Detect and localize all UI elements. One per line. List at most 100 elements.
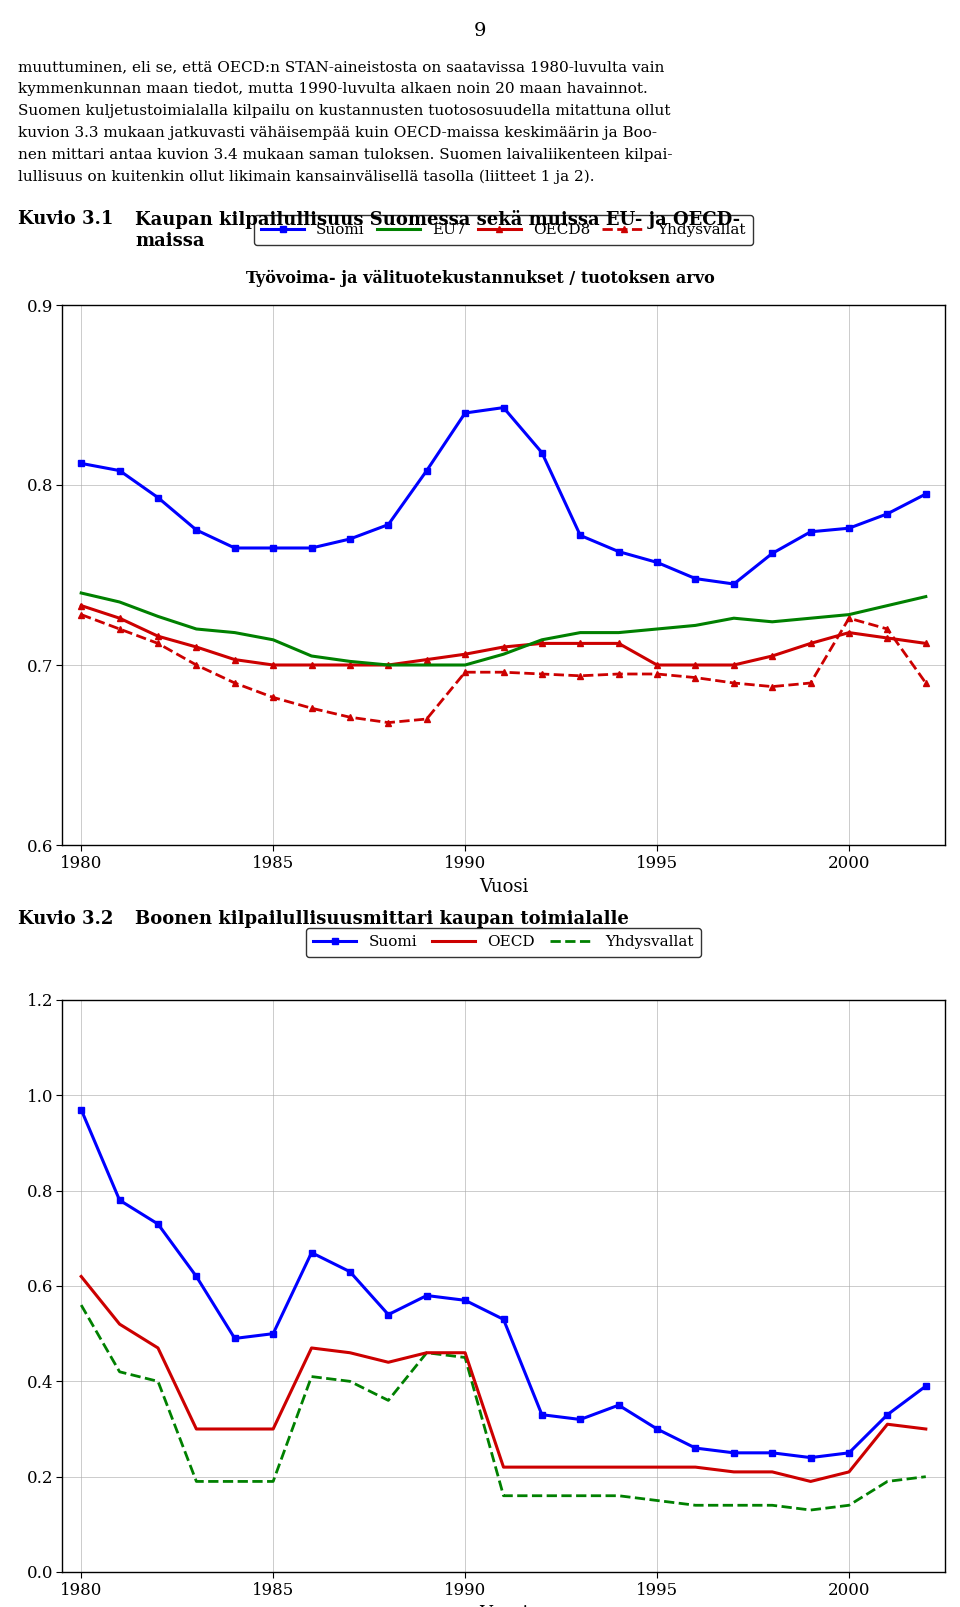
OECD8 [114,609,126,628]
Line: Yhdysvallat: Yhdysvallat [82,1305,925,1511]
Suomi [536,444,547,463]
EU7 [497,644,509,664]
Suomi [114,461,126,480]
Yhdysvallat [306,1368,318,1387]
Suomi [843,519,854,538]
Line: OECD: OECD [82,1276,925,1482]
Suomi [153,489,164,508]
OECD8 [843,624,854,643]
Line: Yhdysvallat: Yhdysvallat [79,612,928,725]
Yhdysvallat [612,1486,624,1506]
OECD [153,1339,164,1358]
Text: lullisuus on kuitenkin ollut likimain kansainvälisellä tasolla (liitteet 1 ja 2): lullisuus on kuitenkin ollut likimain ka… [18,170,594,185]
Suomi [651,1419,662,1438]
Legend: Suomi, EU7, OECD8, Yhdysvallat: Suomi, EU7, OECD8, Yhdysvallat [253,215,754,244]
EU7 [766,612,778,632]
OECD8 [383,656,395,675]
EU7 [153,607,164,627]
Suomi [728,574,739,593]
Yhdysvallat [191,656,203,675]
OECD [881,1414,893,1433]
EU7 [574,624,586,643]
EU7 [191,619,203,638]
Suomi [804,1448,816,1467]
EU7 [612,624,624,643]
Text: kymmenkunnan maan tiedot, mutta 1990-luvulta alkaen noin 20 maan havainnot.: kymmenkunnan maan tiedot, mutta 1990-luv… [18,82,648,96]
Yhdysvallat [229,673,241,693]
OECD [728,1462,739,1482]
Suomi [574,525,586,545]
Suomi [420,1286,432,1305]
Suomi [268,538,279,558]
EU7 [114,593,126,612]
OECD [76,1266,87,1286]
Suomi [229,538,241,558]
Suomi [306,1242,318,1261]
Suomi [689,1438,701,1458]
OECD8 [306,656,318,675]
Suomi [383,514,395,534]
Suomi [345,529,356,548]
Suomi [728,1443,739,1462]
Yhdysvallat [728,1496,739,1515]
Yhdysvallat [345,1372,356,1392]
Yhdysvallat [459,662,470,681]
OECD8 [612,633,624,652]
OECD [229,1419,241,1438]
EU7 [920,587,931,606]
Yhdysvallat [229,1472,241,1491]
Yhdysvallat [920,1467,931,1486]
OECD8 [497,638,509,657]
OECD [536,1458,547,1477]
Text: nen mittari antaa kuvion 3.4 mukaan saman tuloksen. Suomen laivaliikenteen kilpa: nen mittari antaa kuvion 3.4 mukaan sama… [18,148,673,162]
OECD [651,1458,662,1477]
Suomi [651,553,662,572]
X-axis label: Vuosi: Vuosi [479,1605,528,1607]
Yhdysvallat [689,669,701,688]
Yhdysvallat [612,664,624,683]
OECD8 [76,596,87,615]
OECD8 [728,656,739,675]
Suomi [76,453,87,472]
Yhdysvallat [651,1491,662,1511]
Suomi [881,505,893,524]
Suomi [766,543,778,562]
Yhdysvallat [497,1486,509,1506]
Line: OECD8: OECD8 [78,603,929,669]
OECD8 [191,638,203,657]
Yhdysvallat [114,619,126,638]
Suomi [191,1266,203,1286]
Yhdysvallat [766,1496,778,1515]
OECD [459,1343,470,1363]
Text: Kuvio 3.2: Kuvio 3.2 [18,910,113,927]
Text: Työvoima- ja välituotekustannukset / tuotoksen arvo: Työvoima- ja välituotekustannukset / tuo… [246,270,714,288]
OECD8 [766,646,778,665]
Suomi [881,1405,893,1424]
Suomi [153,1215,164,1234]
Suomi [497,399,509,418]
OECD [345,1343,356,1363]
Yhdysvallat [153,633,164,652]
EU7 [420,656,432,675]
Yhdysvallat [728,673,739,693]
Suomi [459,403,470,423]
OECD8 [229,649,241,669]
Text: maissa: maissa [135,231,204,251]
Yhdysvallat [420,709,432,728]
EU7 [459,656,470,675]
Text: Kaupan kilpailullisuus Suomessa sekä muissa EU- ja OECD-: Kaupan kilpailullisuus Suomessa sekä mui… [135,211,740,230]
Yhdysvallat [497,662,509,681]
Yhdysvallat [306,699,318,718]
Suomi [268,1324,279,1343]
Legend: Suomi, OECD, Yhdysvallat: Suomi, OECD, Yhdysvallat [305,927,702,958]
Line: Suomi: Suomi [78,1106,929,1461]
Yhdysvallat [114,1363,126,1382]
OECD8 [153,627,164,646]
Suomi [920,1377,931,1396]
Yhdysvallat [268,1472,279,1491]
Suomi [843,1443,854,1462]
EU7 [804,609,816,628]
Yhdysvallat [420,1343,432,1363]
OECD [306,1339,318,1358]
OECD8 [574,633,586,652]
